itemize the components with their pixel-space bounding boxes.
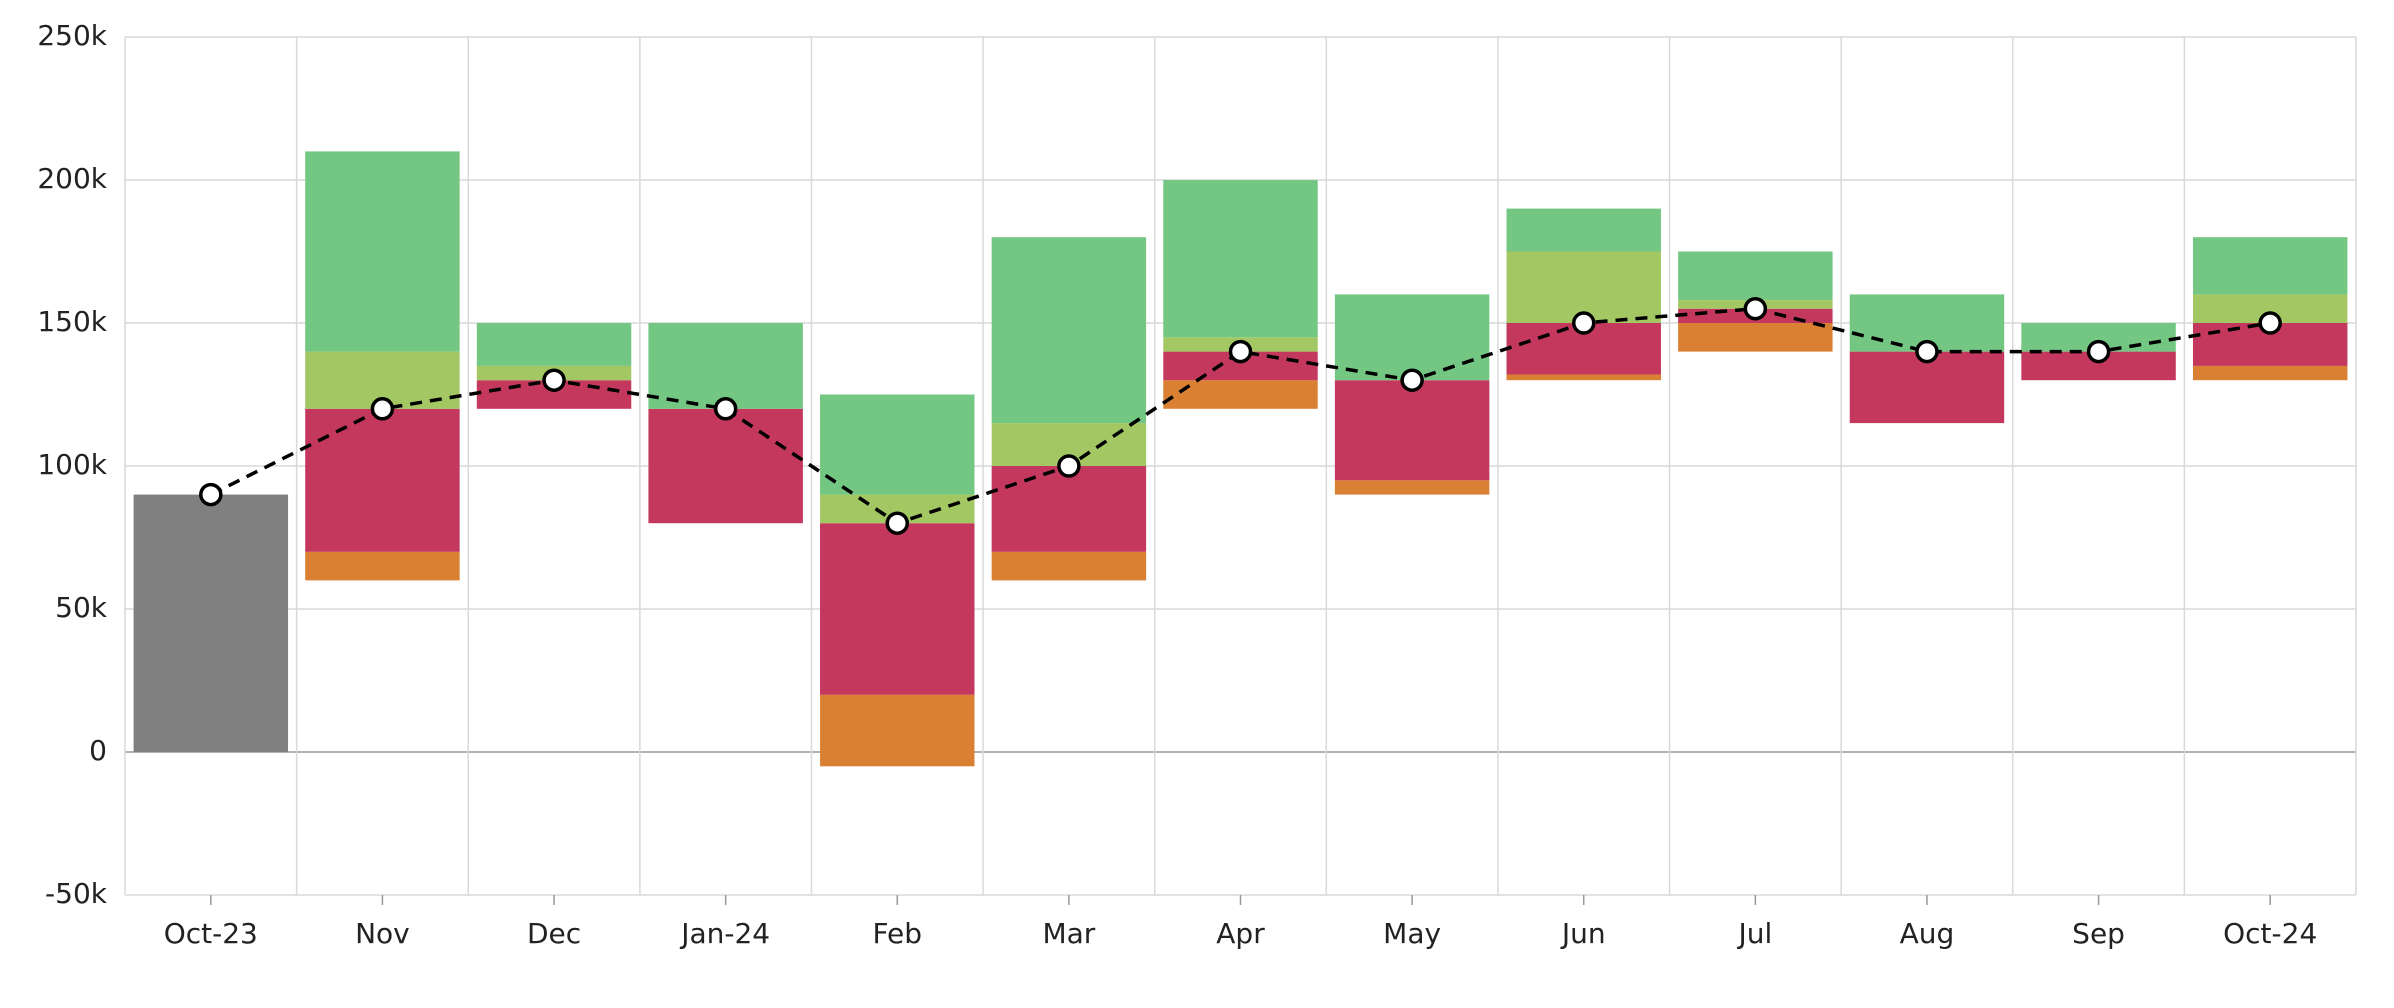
bar-segment <box>305 551 460 581</box>
line-marker <box>1743 296 1768 321</box>
line-marker <box>2258 311 2282 335</box>
x-tick-label: Nov <box>355 917 410 950</box>
x-tick-label: Sep <box>2072 917 2125 950</box>
bar-segment <box>1334 380 1490 481</box>
x-tick-label: Jun <box>1560 917 1606 950</box>
bar-segment <box>991 466 1147 552</box>
bar-segment <box>1334 294 1490 381</box>
bar-segment <box>1678 323 1833 352</box>
bar-segment <box>305 151 460 352</box>
bar-segment <box>2192 365 2348 381</box>
bar-segment <box>820 394 975 495</box>
bar-segment <box>1849 351 2005 424</box>
y-tick-label: 100k <box>37 448 107 481</box>
x-tick-label: Aug <box>1900 917 1955 950</box>
x-tick-label: Feb <box>872 917 922 950</box>
bar-segment <box>648 408 803 524</box>
x-tick-label: Jan-24 <box>679 917 770 950</box>
y-tick-label: 50k <box>55 591 108 624</box>
y-tick-label: 250k <box>37 19 107 52</box>
bar-segment <box>1506 251 1661 323</box>
bar-segment <box>991 551 1147 581</box>
line-marker <box>1571 311 1596 335</box>
line-marker <box>2086 339 2111 364</box>
bar-segment <box>476 323 632 366</box>
bar-segment <box>1506 208 1661 252</box>
x-tick-label: Jul <box>1736 917 1772 950</box>
y-tick-label: 0 <box>89 734 107 767</box>
line-marker <box>885 511 910 535</box>
line-marker <box>1057 454 1081 478</box>
line-marker <box>1400 368 1424 392</box>
bar-segment <box>1334 480 1490 495</box>
x-tick-label: Dec <box>527 917 581 950</box>
bar-segment <box>991 237 1147 424</box>
line-marker <box>713 397 738 421</box>
bar-segment <box>1678 251 1833 301</box>
x-tick-label: Oct-23 <box>164 917 258 950</box>
line-marker <box>1915 339 1939 364</box>
line-marker <box>542 368 566 392</box>
x-tick-label: Mar <box>1042 917 1095 950</box>
x-tick-label: May <box>1383 917 1441 950</box>
bar-segment <box>1163 180 1318 338</box>
line-marker <box>199 482 223 507</box>
bar-segment <box>305 408 460 552</box>
x-tick-label: Apr <box>1216 917 1265 950</box>
bar-segment <box>2192 237 2348 295</box>
y-tick-label: -50k <box>45 877 108 910</box>
line-marker <box>1228 339 1253 364</box>
line-marker <box>370 397 395 421</box>
bar-segment <box>133 494 289 752</box>
x-tick-label: Oct-24 <box>2223 917 2317 950</box>
bar-segment <box>1163 380 1318 409</box>
y-tick-label: 200k <box>37 162 107 195</box>
bar-segment <box>648 323 803 409</box>
bar-segment <box>1506 374 1661 381</box>
bar-segment <box>820 694 975 767</box>
y-tick-label: 150k <box>37 305 107 338</box>
bar-segment <box>820 523 975 695</box>
